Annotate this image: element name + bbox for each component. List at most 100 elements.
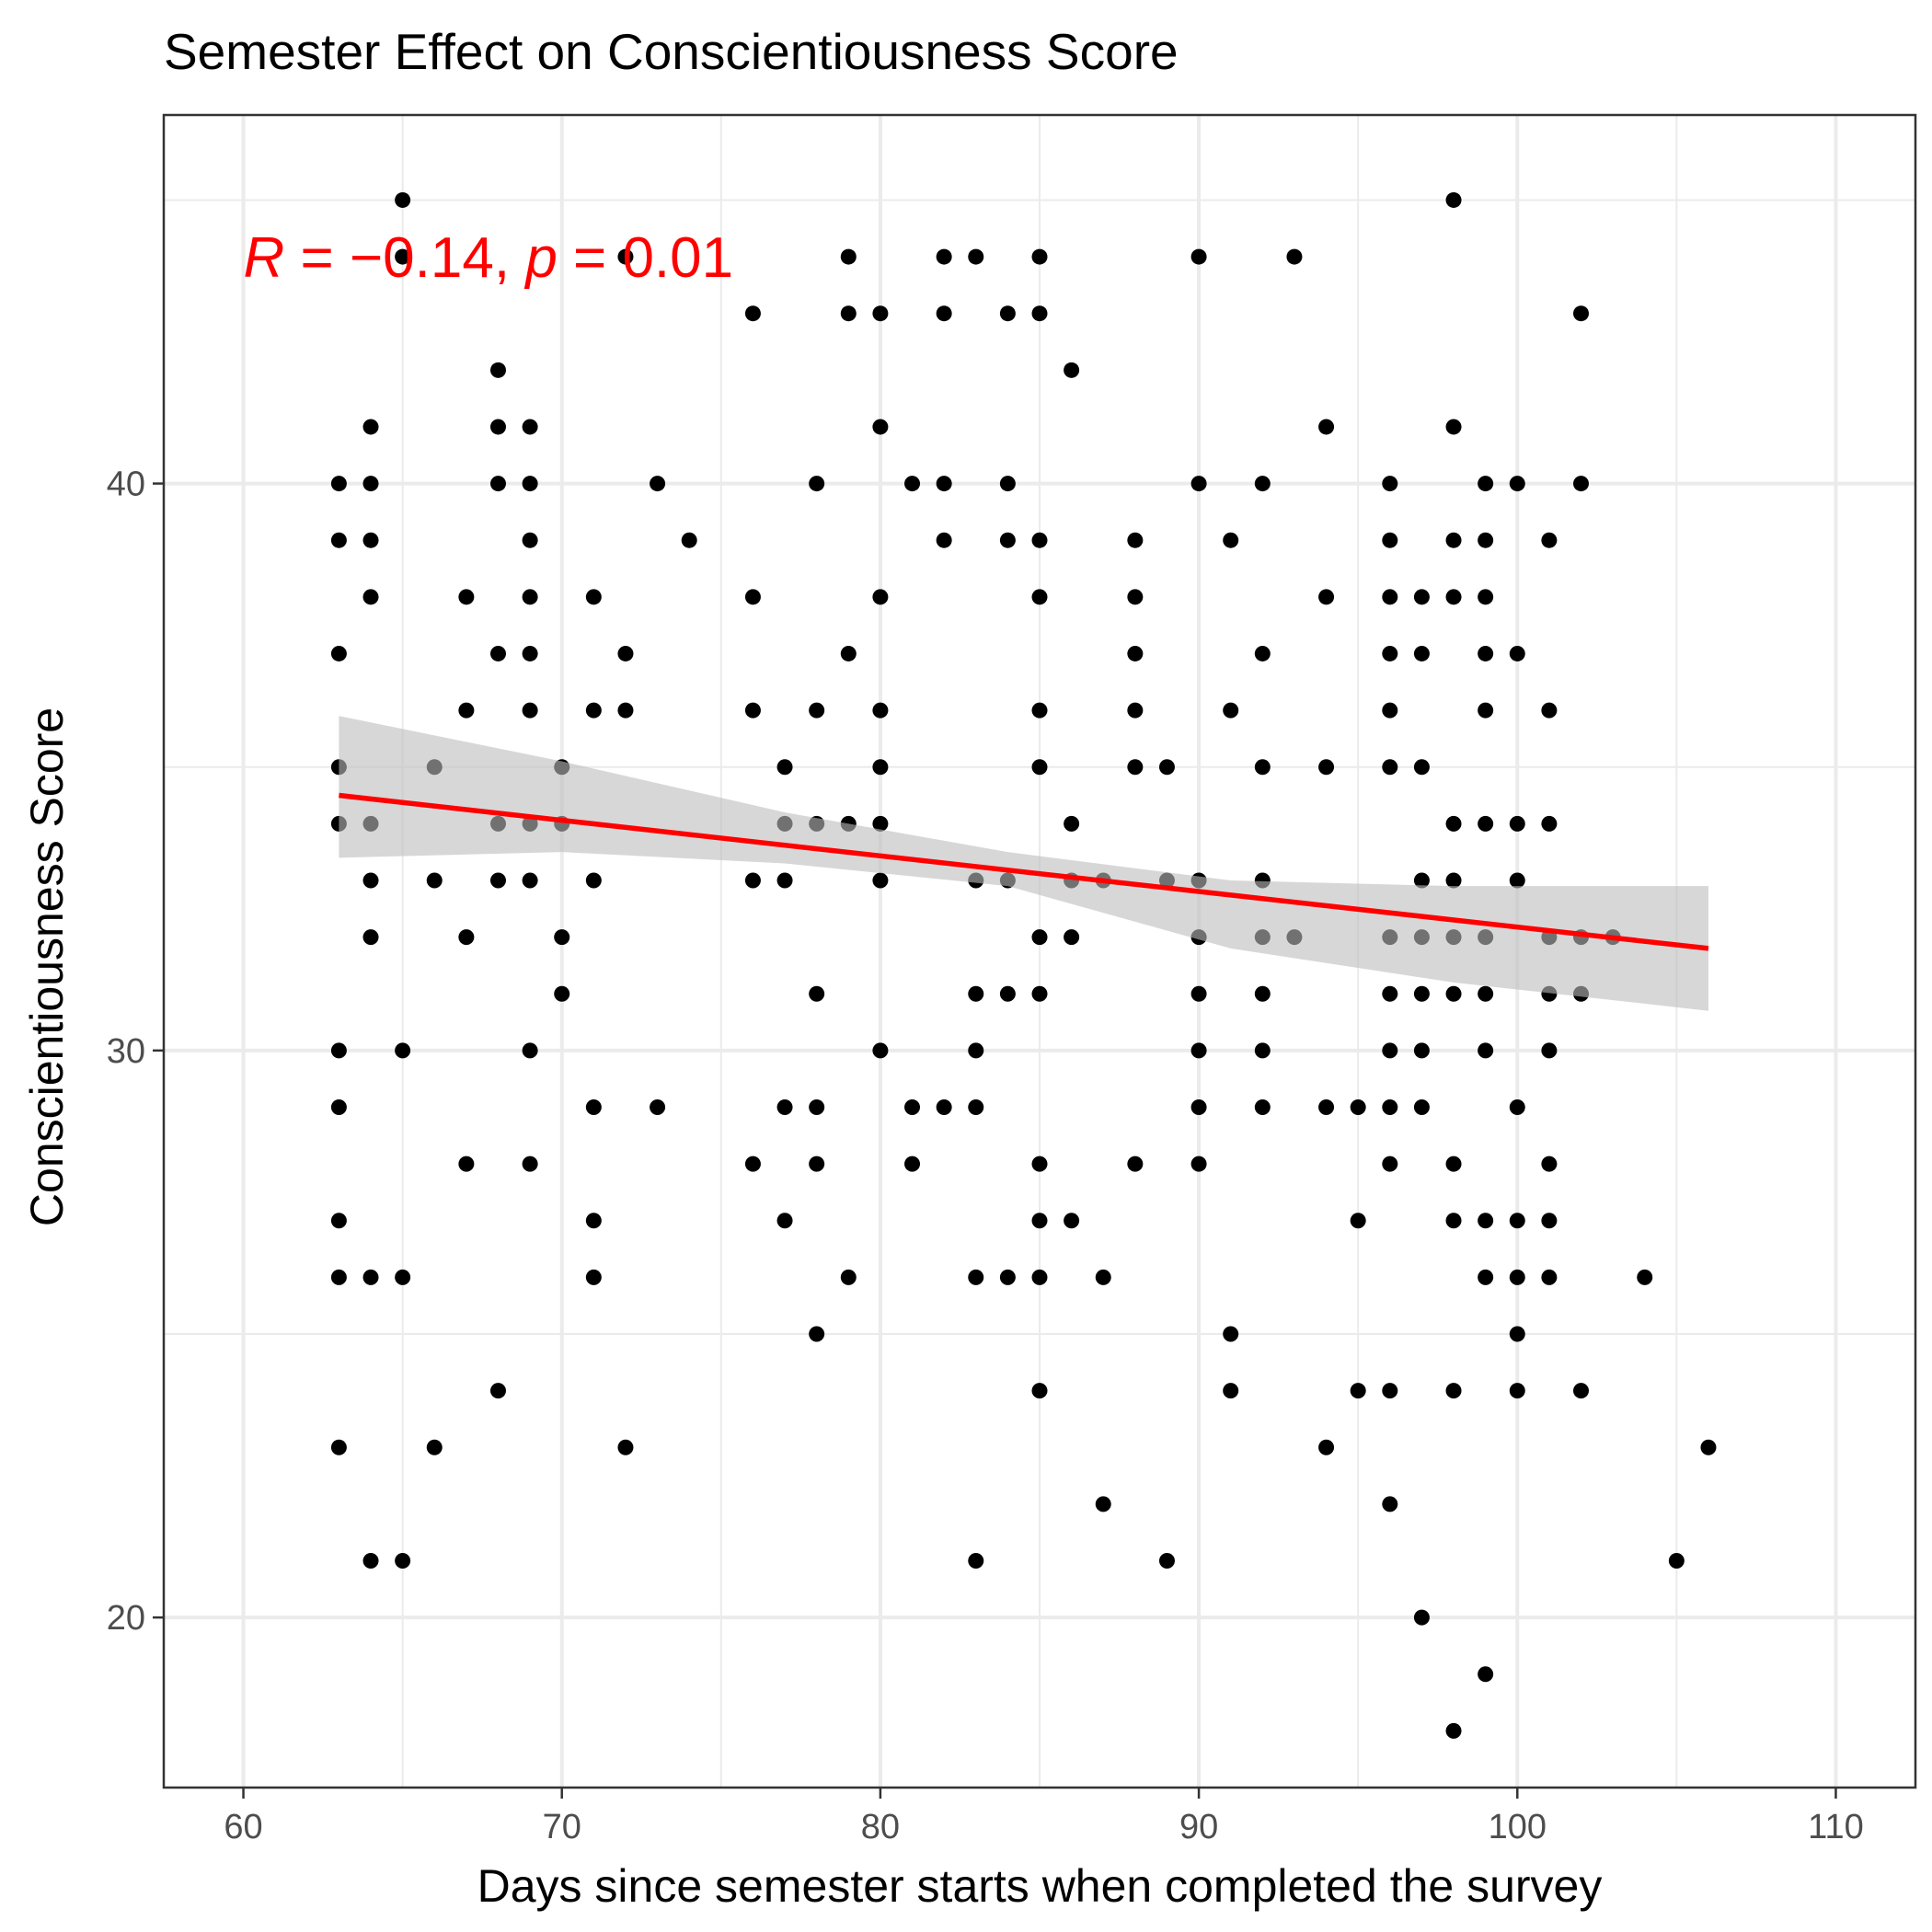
data-point xyxy=(458,929,475,946)
data-point xyxy=(617,702,634,719)
data-point xyxy=(1190,248,1207,265)
data-point xyxy=(872,1042,889,1059)
data-point xyxy=(1064,815,1080,832)
data-point xyxy=(489,645,506,661)
data-point xyxy=(1509,1383,1525,1399)
data-point xyxy=(1031,702,1048,719)
data-point xyxy=(840,645,857,661)
data-point xyxy=(522,1156,538,1172)
data-point xyxy=(362,419,379,435)
data-point xyxy=(936,532,952,548)
data-point xyxy=(968,985,984,1002)
data-point xyxy=(1509,645,1525,661)
data-point xyxy=(1127,532,1144,548)
data-point xyxy=(872,589,889,605)
data-point xyxy=(330,476,347,492)
data-point xyxy=(1031,1156,1048,1172)
data-point xyxy=(489,362,506,378)
data-point xyxy=(1573,1383,1590,1399)
data-point xyxy=(1445,1383,1462,1399)
data-point xyxy=(904,476,921,492)
data-point xyxy=(1382,1496,1398,1512)
data-point xyxy=(1445,872,1462,889)
y-tick-label: 30 xyxy=(107,1032,145,1071)
data-point xyxy=(744,872,761,889)
data-point xyxy=(1541,532,1558,548)
data-point xyxy=(809,1098,825,1115)
data-point xyxy=(522,419,538,435)
data-point xyxy=(1382,1156,1398,1172)
data-point xyxy=(1509,1098,1525,1115)
data-point xyxy=(809,1156,825,1172)
data-point xyxy=(968,248,984,265)
data-point xyxy=(1382,702,1398,719)
data-point xyxy=(395,1042,411,1059)
data-point xyxy=(1445,1156,1462,1172)
data-point xyxy=(330,1269,347,1285)
data-point xyxy=(489,1383,506,1399)
data-point xyxy=(522,589,538,605)
data-point xyxy=(1382,589,1398,605)
data-point xyxy=(1031,248,1048,265)
data-point xyxy=(1478,815,1494,832)
data-point xyxy=(1318,759,1335,776)
data-point xyxy=(1064,362,1080,378)
data-point xyxy=(1382,476,1398,492)
data-point xyxy=(395,248,411,265)
data-point xyxy=(395,1269,411,1285)
data-point xyxy=(776,759,793,776)
data-point xyxy=(1573,305,1590,322)
data-point xyxy=(554,985,570,1002)
data-point xyxy=(1127,702,1144,719)
data-point xyxy=(330,1098,347,1115)
data-point xyxy=(1382,1098,1398,1115)
data-point xyxy=(936,476,952,492)
data-point xyxy=(1478,645,1494,661)
data-point xyxy=(1190,1098,1207,1115)
data-point xyxy=(1445,532,1462,548)
data-point xyxy=(1509,476,1525,492)
data-point xyxy=(1478,985,1494,1002)
data-point xyxy=(1382,1042,1398,1059)
x-tick-label: 90 xyxy=(1179,1808,1218,1846)
data-point xyxy=(776,872,793,889)
data-point xyxy=(585,872,602,889)
data-point xyxy=(330,1042,347,1059)
data-point xyxy=(330,532,347,548)
data-point xyxy=(872,759,889,776)
data-point xyxy=(840,305,857,322)
data-point xyxy=(458,589,475,605)
data-point xyxy=(1286,248,1303,265)
data-point xyxy=(1190,476,1207,492)
data-point xyxy=(585,1269,602,1285)
data-point xyxy=(1223,532,1239,548)
data-point xyxy=(1190,1042,1207,1059)
data-point xyxy=(617,248,634,265)
data-point xyxy=(458,1156,475,1172)
data-point xyxy=(1254,1042,1271,1059)
annotation-p-symbol: p xyxy=(523,226,557,290)
regression-line xyxy=(339,792,1709,951)
data-point xyxy=(362,1552,379,1569)
data-point xyxy=(1700,1439,1717,1455)
data-point xyxy=(617,1439,634,1455)
data-point xyxy=(1445,985,1462,1002)
data-point xyxy=(522,476,538,492)
data-point xyxy=(872,872,889,889)
data-point xyxy=(872,419,889,435)
data-point xyxy=(1254,759,1271,776)
plot-border xyxy=(162,113,1917,1789)
data-point xyxy=(585,1213,602,1229)
data-point xyxy=(1031,1383,1048,1399)
confidence-band xyxy=(339,716,1708,1011)
data-point xyxy=(1382,645,1398,661)
data-point xyxy=(650,1098,666,1115)
y-axis-title: Conscientiousness Score xyxy=(21,707,73,1226)
data-point xyxy=(1478,1269,1494,1285)
data-point xyxy=(904,1098,921,1115)
data-point xyxy=(1413,1098,1430,1115)
data-point xyxy=(1064,929,1080,946)
data-point xyxy=(744,1156,761,1172)
data-point xyxy=(1509,1269,1525,1285)
